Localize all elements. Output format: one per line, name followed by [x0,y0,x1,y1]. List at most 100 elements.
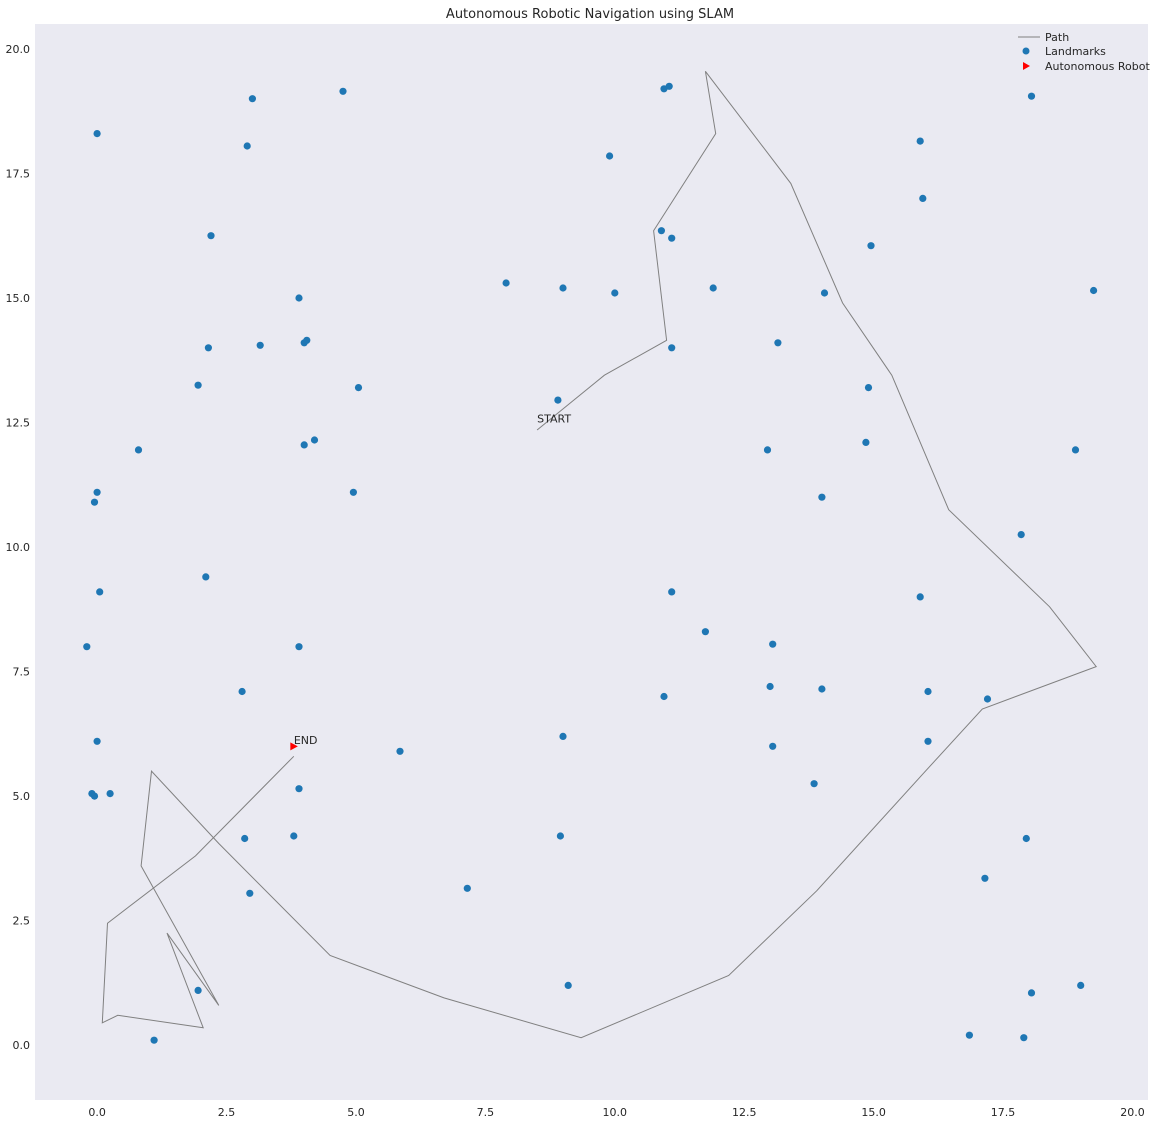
y-tick-label: 0.0 [13,1039,31,1052]
landmark-point [606,152,614,160]
landmark-point [611,289,619,297]
landmark-point [965,1031,974,1039]
x-axis-ticks: 0.0 2.5 5.0 7.5 10.0 12.5 15.0 17.5 20.0 [88,1106,1144,1119]
legend-path-label: Path [1045,31,1069,44]
landmark-point [202,573,210,581]
landmark-point [90,792,99,800]
legend-landmarks-label: Landmarks [1045,45,1106,58]
landmark-point [818,685,826,693]
landmark-point [1090,286,1098,295]
landmark-point [769,742,777,750]
landmark-point [83,643,91,651]
landmark-point [981,874,989,882]
legend-robot-swatch [1023,62,1030,70]
landmark-point [295,643,303,651]
robot-series [290,742,298,751]
landmark-point [134,446,143,454]
landmark-point [1027,92,1036,100]
landmark-point [924,737,932,745]
plot-area [35,24,1148,1100]
landmark-point [559,284,567,292]
annotation-label: END [294,734,318,747]
landmark-point [106,790,114,798]
y-tick-label: 10.0 [6,541,31,554]
landmark-point [204,344,212,352]
landmark-point [93,488,101,496]
landmark-point [246,889,254,897]
chart-title: Autonomous Robotic Navigation using SLAM [446,7,734,22]
landmark-point [916,593,924,601]
landmark-point [924,687,932,696]
path-line [101,70,1098,1039]
landmark-point [463,884,471,892]
landmark-point [93,737,101,745]
landmark-point [818,493,826,501]
y-tick-label: 7.5 [13,666,31,679]
landmark-point [919,194,927,202]
landmark-point [660,692,668,701]
landmark-point [769,640,777,648]
landmark-point [1020,1034,1028,1042]
landmark-point [93,130,101,138]
landmark-point [665,82,673,90]
y-axis-ticks: 0.0 2.5 5.0 7.5 10.0 12.5 15.0 17.5 20.0 [6,43,31,1052]
y-tick-label: 15.0 [6,292,31,305]
annotation-label: START [537,413,571,426]
robot-marker [290,742,298,751]
landmark-point [295,294,303,302]
landmark-point [502,279,510,287]
landmark-point [1071,446,1080,454]
landmark-point [310,436,319,444]
landmarks-series [83,82,1098,1044]
landmark-point [820,289,829,297]
x-tick-label: 7.5 [477,1106,495,1119]
landmark-point [256,341,264,349]
landmark-point [554,396,562,404]
landmark-point [238,687,246,696]
annotations: START END [294,413,572,747]
landmark-point [701,628,710,636]
legend-landmarks-swatch [1022,47,1030,55]
landmark-point [916,137,924,145]
x-tick-label: 12.5 [732,1106,757,1119]
landmark-point [559,732,567,741]
landmark-point [668,588,676,596]
landmark-point [862,438,870,446]
legend-robot-label: Autonomous Robot [1045,60,1150,73]
landmark-point [396,747,404,755]
landmark-point [354,384,363,392]
x-tick-label: 2.5 [218,1106,236,1119]
landmark-point [349,488,357,496]
landmark-point [290,832,298,840]
x-tick-label: 10.0 [603,1106,628,1119]
landmark-point [867,242,875,250]
landmark-point [810,780,818,788]
landmark-point [668,234,676,242]
landmark-point [194,986,202,995]
landmark-point [339,87,347,95]
landmark-point [207,232,215,240]
legend: Path Landmarks Autonomous Robot [1018,31,1150,73]
x-tick-label: 20.0 [1120,1106,1145,1119]
y-tick-label: 5.0 [13,790,31,803]
x-tick-label: 17.5 [991,1106,1016,1119]
landmark-point [248,95,256,103]
landmark-point [1027,989,1036,997]
x-tick-label: 15.0 [861,1106,886,1119]
landmark-point [1077,981,1085,990]
landmark-point [657,227,666,235]
y-tick-label: 20.0 [6,43,31,56]
landmark-point [300,441,308,449]
landmark-point [1017,531,1025,539]
landmark-point [1022,834,1030,843]
landmark-point [774,339,782,347]
landmark-point [96,588,104,596]
landmark-point [295,785,303,793]
landmark-point [194,381,202,389]
landmark-point [241,834,249,843]
landmark-point [90,498,99,506]
landmark-point [864,384,873,392]
landmark-point [556,832,565,840]
landmark-point [709,284,717,292]
